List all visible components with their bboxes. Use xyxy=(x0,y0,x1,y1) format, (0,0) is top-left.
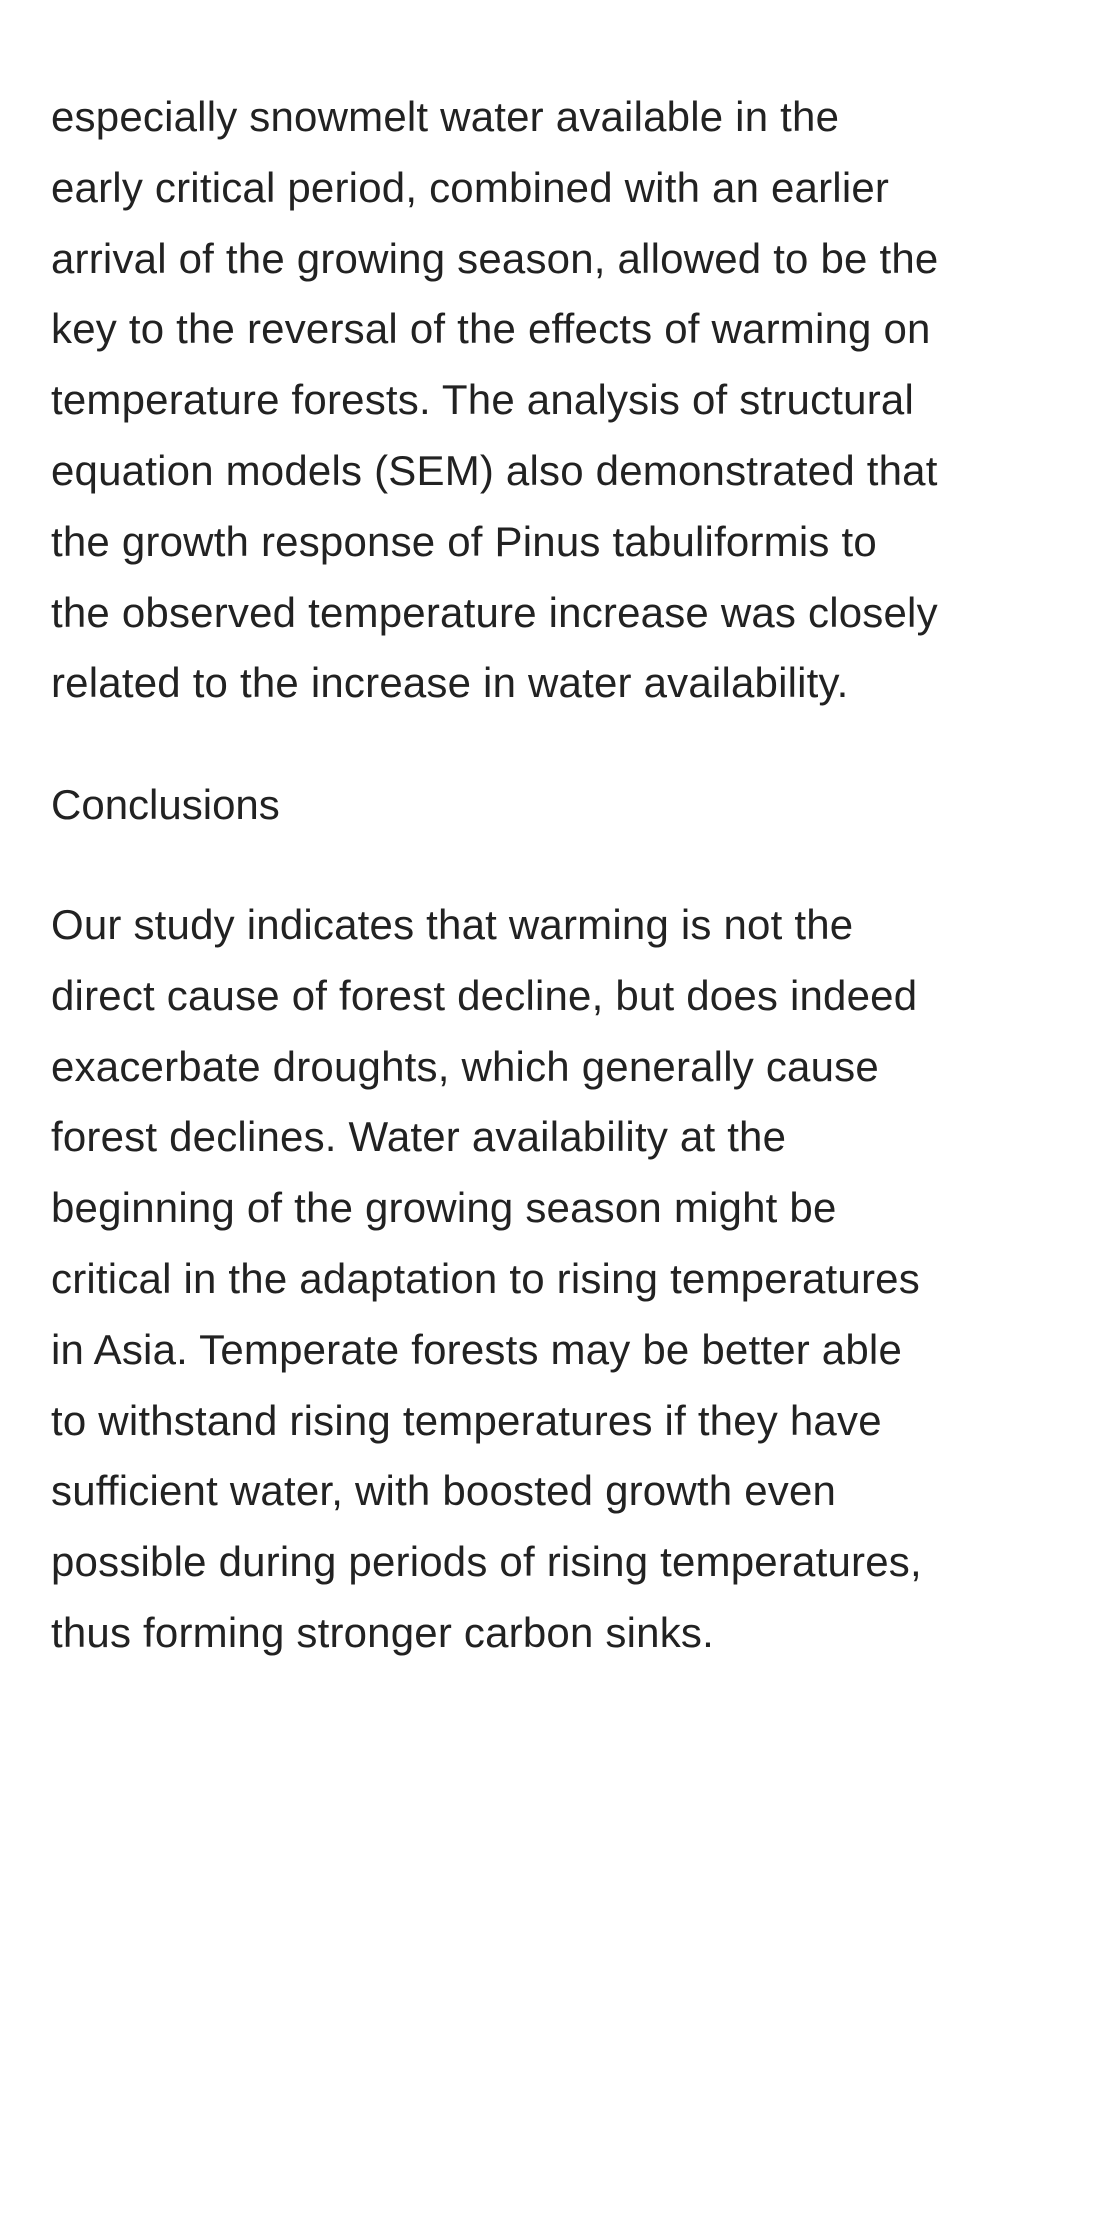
paragraph: especially snowmelt water available in t… xyxy=(51,82,1091,719)
text-line: temperature forests. The analysis of str… xyxy=(51,376,914,424)
text-line: Our study indicates that warming is not … xyxy=(51,901,854,948)
text-line: sufficient water, with boosted growth ev… xyxy=(51,1467,837,1515)
text-line: the observed temperature increase was cl… xyxy=(51,588,938,636)
text-line: beginning of the growing season might be xyxy=(51,1184,837,1232)
section-heading: Conclusions xyxy=(51,781,280,828)
text-line: early critical period, combined with an … xyxy=(51,163,890,211)
text-line: key to the reversal of the effects of wa… xyxy=(51,305,931,353)
text-line: direct cause of forest decline, but does… xyxy=(51,971,918,1019)
text-line: to withstand rising temperatures if they… xyxy=(51,1396,882,1444)
text-line: thus forming stronger carbon sinks. xyxy=(51,1608,714,1656)
text-line: equation models (SEM) also demonstrated … xyxy=(51,446,938,494)
text-line: related to the increase in water availab… xyxy=(51,659,849,707)
text-line: especially snowmelt water available in t… xyxy=(51,93,840,140)
text-line: the growth response of Pinus tabuliformi… xyxy=(51,517,877,565)
text-line: arrival of the growing season, allowed t… xyxy=(51,234,939,282)
text-line: possible during periods of rising temper… xyxy=(51,1538,922,1586)
text-line: exacerbate droughts, which generally cau… xyxy=(51,1042,879,1090)
text-line: critical in the adaptation to rising tem… xyxy=(51,1254,920,1302)
paragraph: Our study indicates that warming is not … xyxy=(51,890,1091,1669)
text-line: in Asia. Temperate forests may be better… xyxy=(51,1325,903,1373)
text-line: forest declines. Water availability at t… xyxy=(51,1113,787,1161)
